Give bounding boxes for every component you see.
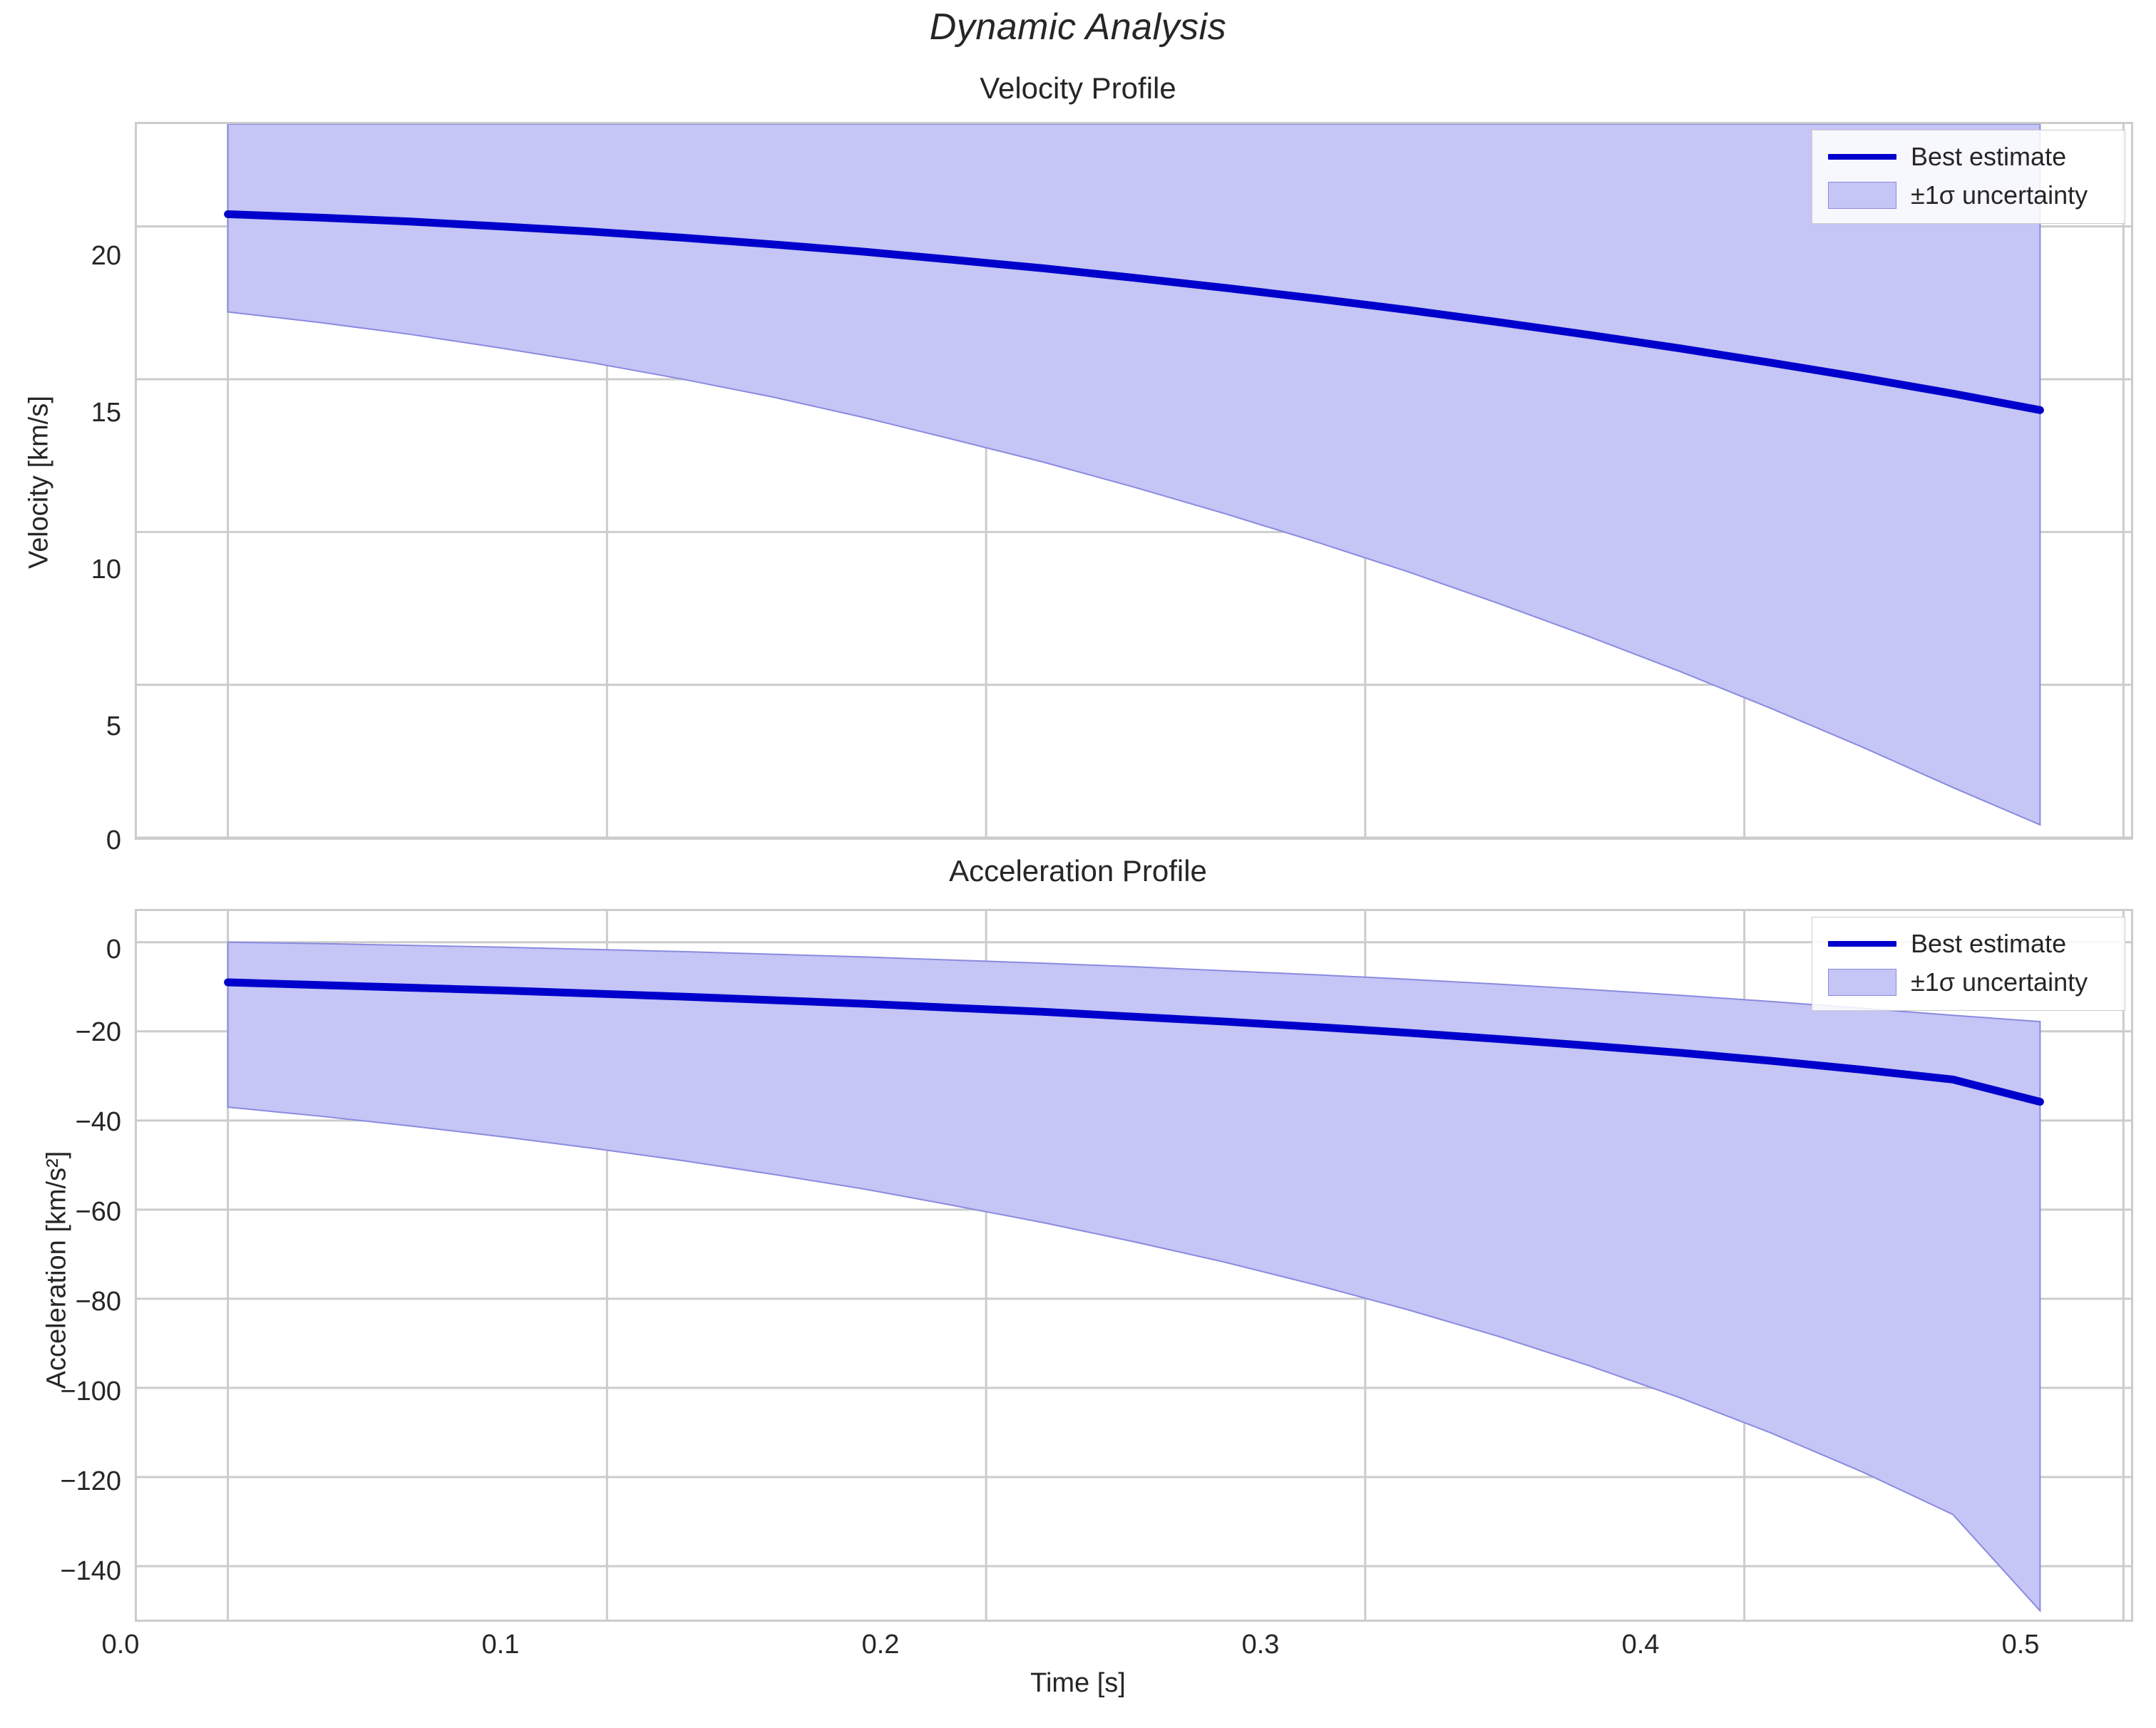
velocity-subtitle: Velocity Profile bbox=[980, 71, 1176, 105]
acceleration-ytick: 0 bbox=[106, 935, 121, 965]
velocity-chart-svg bbox=[137, 124, 2131, 838]
velocity-plot-area: Best estimate ±1σ uncertainty bbox=[135, 122, 2133, 840]
legend-line-key-icon bbox=[1824, 154, 1901, 160]
xtick: 0.3 bbox=[1241, 1630, 1280, 1660]
acceleration-ytick: −140 bbox=[60, 1556, 121, 1586]
xtick: 0.5 bbox=[2001, 1630, 2040, 1660]
acceleration-chart-svg bbox=[137, 911, 2131, 1620]
acceleration-legend: Best estimate ±1σ uncertainty bbox=[1812, 917, 2125, 1011]
velocity-ytick: 15 bbox=[91, 398, 121, 428]
xtick: 0.0 bbox=[101, 1630, 140, 1660]
xtick: 0.1 bbox=[481, 1630, 520, 1660]
figure-title: Dynamic Analysis bbox=[929, 6, 1227, 48]
velocity-ylabel: Velocity [km/s] bbox=[24, 396, 54, 569]
velocity-ytick: 0 bbox=[106, 826, 121, 855]
acceleration-ytick: −40 bbox=[75, 1107, 121, 1137]
legend-label: Best estimate bbox=[1911, 142, 2067, 171]
acceleration-plot-area: Best estimate ±1σ uncertainty bbox=[135, 909, 2133, 1622]
xtick: 0.2 bbox=[861, 1630, 900, 1660]
acceleration-ytick: −20 bbox=[75, 1017, 121, 1047]
legend-line-key-icon bbox=[1824, 941, 1901, 947]
legend-item-uncertainty: ±1σ uncertainty bbox=[1824, 176, 2112, 215]
xtick: 0.4 bbox=[1621, 1630, 1660, 1660]
acceleration-ytick: −60 bbox=[75, 1197, 121, 1227]
legend-item-uncertainty: ±1σ uncertainty bbox=[1824, 963, 2112, 1002]
acceleration-ytick: −80 bbox=[75, 1287, 121, 1317]
velocity-ytick: 10 bbox=[91, 555, 121, 585]
velocity-ytick: 5 bbox=[106, 711, 121, 741]
legend-item-best-estimate: Best estimate bbox=[1824, 138, 2112, 176]
legend-label: ±1σ uncertainty bbox=[1911, 967, 2088, 997]
acceleration-ytick: −120 bbox=[60, 1466, 121, 1496]
acceleration-ytick: −100 bbox=[60, 1377, 121, 1406]
legend-patch-key-icon bbox=[1824, 182, 1901, 209]
legend-item-best-estimate: Best estimate bbox=[1824, 925, 2112, 963]
x-axis-label: Time [s] bbox=[1030, 1668, 1126, 1698]
velocity-ytick: 20 bbox=[91, 241, 121, 271]
acceleration-ylabel: Acceleration [km/s²] bbox=[41, 1151, 72, 1389]
legend-patch-key-icon bbox=[1824, 969, 1901, 996]
acceleration-subtitle: Acceleration Profile bbox=[949, 854, 1207, 888]
legend-label: Best estimate bbox=[1911, 929, 2067, 958]
velocity-legend: Best estimate ±1σ uncertainty bbox=[1812, 130, 2125, 224]
legend-label: ±1σ uncertainty bbox=[1911, 180, 2088, 210]
